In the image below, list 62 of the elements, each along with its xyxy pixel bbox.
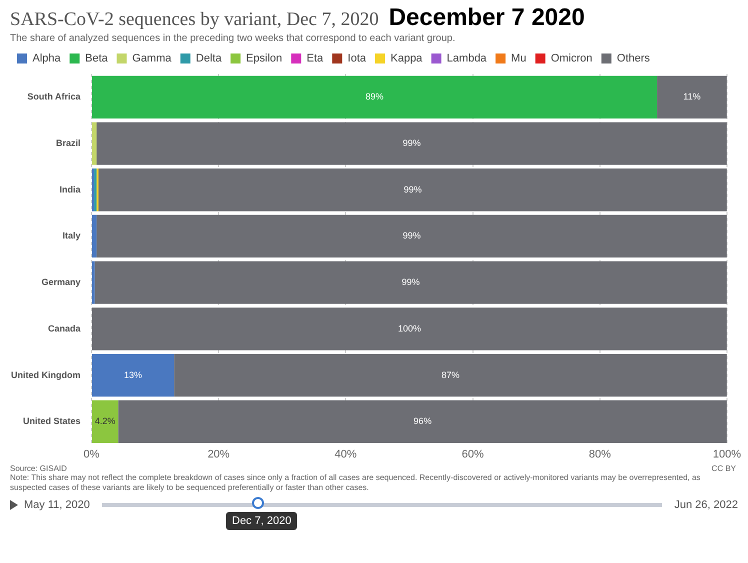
chart-subtitle: The share of analyzed sequences in the preceding two weeks that correspond to each variant group. <box>9 33 456 44</box>
data-label: 87% <box>442 370 460 380</box>
legend-label: Lambda <box>446 52 488 65</box>
legend-label: Mu <box>511 52 526 65</box>
bar <box>92 308 727 350</box>
legend-label: Omicron <box>550 52 592 65</box>
legend-label: Epsilon <box>246 52 282 65</box>
text: CC BY <box>712 464 736 473</box>
y-tick-label: United States <box>22 416 80 426</box>
data-label: 99% <box>402 230 421 241</box>
y-tick-label: Germany <box>41 277 80 288</box>
legend-label: Iota <box>348 52 367 65</box>
x-tick-label: 0% <box>84 448 100 460</box>
bar <box>92 214 97 258</box>
text: May 11, 2020 <box>24 499 90 511</box>
legend-label: Beta <box>85 52 109 65</box>
text: Note: This share may not reflect the complete breakdown of cases since only a fraction of all cases are sequenced. Recently-discovered or actively-monitored variants may be overrepresented, as suspected cases of these variants are likely to be sequenced preferentially or faster than other cases. <box>9 473 702 493</box>
x-tick-label: 100% <box>712 448 742 460</box>
data-label: 89% <box>366 92 384 102</box>
data-label: 96% <box>414 416 432 426</box>
y-tick-label: Italy <box>62 230 80 241</box>
data-label: 11% <box>683 92 701 102</box>
x-tick-label: 20% <box>208 448 230 460</box>
y-tick-label: United Kingdom <box>10 370 80 380</box>
bar <box>92 122 97 165</box>
legend-label: Alpha <box>32 52 62 65</box>
x-tick-label: 80% <box>588 448 612 460</box>
bar <box>92 400 118 443</box>
data-label: 4.2% <box>94 416 116 426</box>
bar <box>92 261 95 304</box>
y-tick-label: Brazil <box>56 138 80 148</box>
x-tick-label: 60% <box>462 448 484 460</box>
data-label: 100% <box>398 323 421 334</box>
source-note: Source: GISAID <box>10 464 67 473</box>
y-tick-label: India <box>59 184 82 194</box>
legend-label: Others <box>616 52 650 65</box>
legend-label: Gamma <box>132 52 172 65</box>
bar <box>94 168 97 212</box>
chart-title: SARS-CoV-2 sequences by variant, Dec 7, 2020 <box>10 9 379 31</box>
text: Dec 7, 2020 <box>226 512 298 530</box>
legend-label: Eta <box>306 52 324 65</box>
bar <box>118 400 727 443</box>
data-label: 99% <box>402 138 421 148</box>
data-label: 99% <box>404 184 422 194</box>
y-tick-label: Canada <box>48 323 82 334</box>
bar <box>98 168 727 212</box>
bar <box>657 76 727 118</box>
x-tick-label: 40% <box>334 448 357 460</box>
bar <box>174 354 727 397</box>
bar <box>96 122 727 165</box>
bar <box>92 168 94 212</box>
legend-label: Kappa <box>390 52 424 65</box>
text: December 7 2020 <box>388 4 585 32</box>
data-label: 99% <box>402 277 420 288</box>
bar <box>96 214 727 258</box>
bar <box>94 261 727 304</box>
text: Jun 26, 2022 <box>674 499 738 511</box>
legend-label: Delta <box>196 52 222 65</box>
data-label: 13% <box>124 370 142 380</box>
y-tick-label: South Africa <box>27 92 82 102</box>
bar <box>92 354 174 397</box>
bar <box>92 76 658 118</box>
